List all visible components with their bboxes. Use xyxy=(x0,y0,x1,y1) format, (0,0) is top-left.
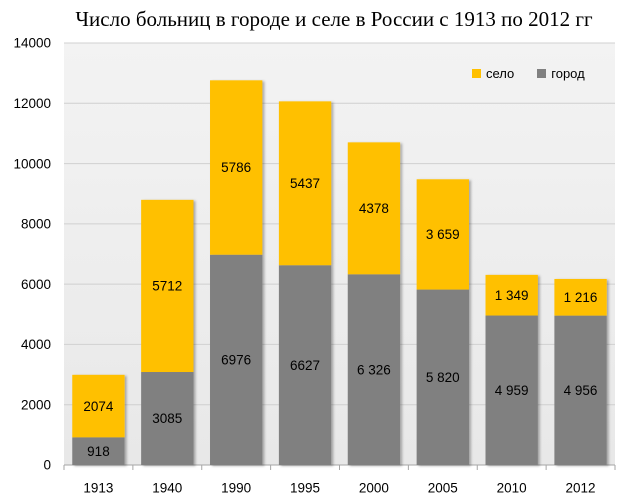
bar-stack-2010 xyxy=(485,274,538,465)
data-label-gorod-2000: 6 326 xyxy=(357,362,391,377)
data-label-gorod-1940: 3085 xyxy=(152,411,182,426)
bar-stack-1995 xyxy=(278,101,332,465)
data-label-gorod-2005: 5 820 xyxy=(426,370,460,385)
data-label-gorod-1990: 6976 xyxy=(221,353,251,368)
bar-gorod-2012 xyxy=(554,315,607,465)
x-tick-label: 1913 xyxy=(83,481,113,496)
bar-selo-1913 xyxy=(72,374,125,438)
bar-selo-2010 xyxy=(485,274,538,316)
bar-stack-1940 xyxy=(141,199,194,465)
data-label-selo-2000: 4378 xyxy=(359,201,389,216)
data-label-selo-1990: 5786 xyxy=(221,160,251,175)
x-tick-label: 2005 xyxy=(428,481,458,496)
bar-selo-1990 xyxy=(210,80,263,255)
bar-selo-1995 xyxy=(278,101,332,266)
y-tick-label: 12000 xyxy=(13,96,51,111)
bar-gorod-1995 xyxy=(278,265,332,465)
data-label-gorod-2010: 4 959 xyxy=(495,383,529,398)
bar-gorod-2000 xyxy=(347,274,401,465)
bar-stack-2005 xyxy=(416,179,469,465)
x-tick-label: 1990 xyxy=(221,481,251,496)
legend-swatch-selo xyxy=(472,68,481,78)
chart-title: Число больниц в городе и селе в России с… xyxy=(75,7,593,31)
legend-item-gorod: город xyxy=(537,65,585,81)
bar-gorod-1990 xyxy=(210,254,263,465)
bar-stack-1913 xyxy=(72,374,125,465)
data-label-selo-2005: 3 659 xyxy=(426,227,460,242)
legend-item-selo: село xyxy=(472,66,514,81)
bar-gorod-2005 xyxy=(416,289,469,465)
y-tick-label: 4000 xyxy=(21,337,51,352)
x-tick-label: 1995 xyxy=(290,481,320,496)
x-tick-label: 2012 xyxy=(566,481,596,496)
plot-layer: 0 2000 4000 6000 8000 10000 12000 14000 918 2074 1… xyxy=(13,36,616,496)
y-tick-label: 10000 xyxy=(13,156,51,171)
bar-stack-2012 xyxy=(554,278,607,465)
bar-stack-2000 xyxy=(347,142,401,465)
data-label-gorod-1913: 918 xyxy=(87,444,110,459)
bar-gorod-1913 xyxy=(72,437,125,465)
y-tick-label: 0 xyxy=(43,458,51,473)
bar-selo-2000 xyxy=(347,142,401,275)
bar-selo-2012 xyxy=(554,278,607,316)
legend-swatch-gorod xyxy=(537,68,547,78)
data-label-gorod-1995: 6627 xyxy=(290,358,320,373)
y-tick-label: 8000 xyxy=(21,217,51,232)
bar-selo-1940 xyxy=(141,199,194,373)
x-tick-label: 2000 xyxy=(359,481,389,496)
data-label-selo-2012: 1 216 xyxy=(564,290,598,305)
legend-label-gorod: город xyxy=(551,65,585,81)
x-tick-label: 1940 xyxy=(152,481,182,496)
bar-gorod-1940 xyxy=(141,372,194,465)
y-tick-label: 14000 xyxy=(13,36,51,51)
y-tick-label: 6000 xyxy=(21,277,51,292)
bar-selo-2005 xyxy=(416,179,469,290)
data-label-selo-2010: 1 349 xyxy=(495,288,529,303)
data-label-selo-1940: 5712 xyxy=(152,279,182,294)
y-tick-label: 2000 xyxy=(21,397,51,412)
bar-stack-1990 xyxy=(210,80,263,465)
x-tick-label: 2010 xyxy=(497,481,527,496)
legend-label-selo: село xyxy=(486,65,515,81)
data-label-selo-1913: 2074 xyxy=(83,399,114,414)
data-label-selo-1995: 5437 xyxy=(290,176,320,191)
data-label-gorod-2012: 4 956 xyxy=(564,383,598,398)
bar-gorod-2010 xyxy=(485,315,538,465)
legend: село город xyxy=(472,64,585,82)
